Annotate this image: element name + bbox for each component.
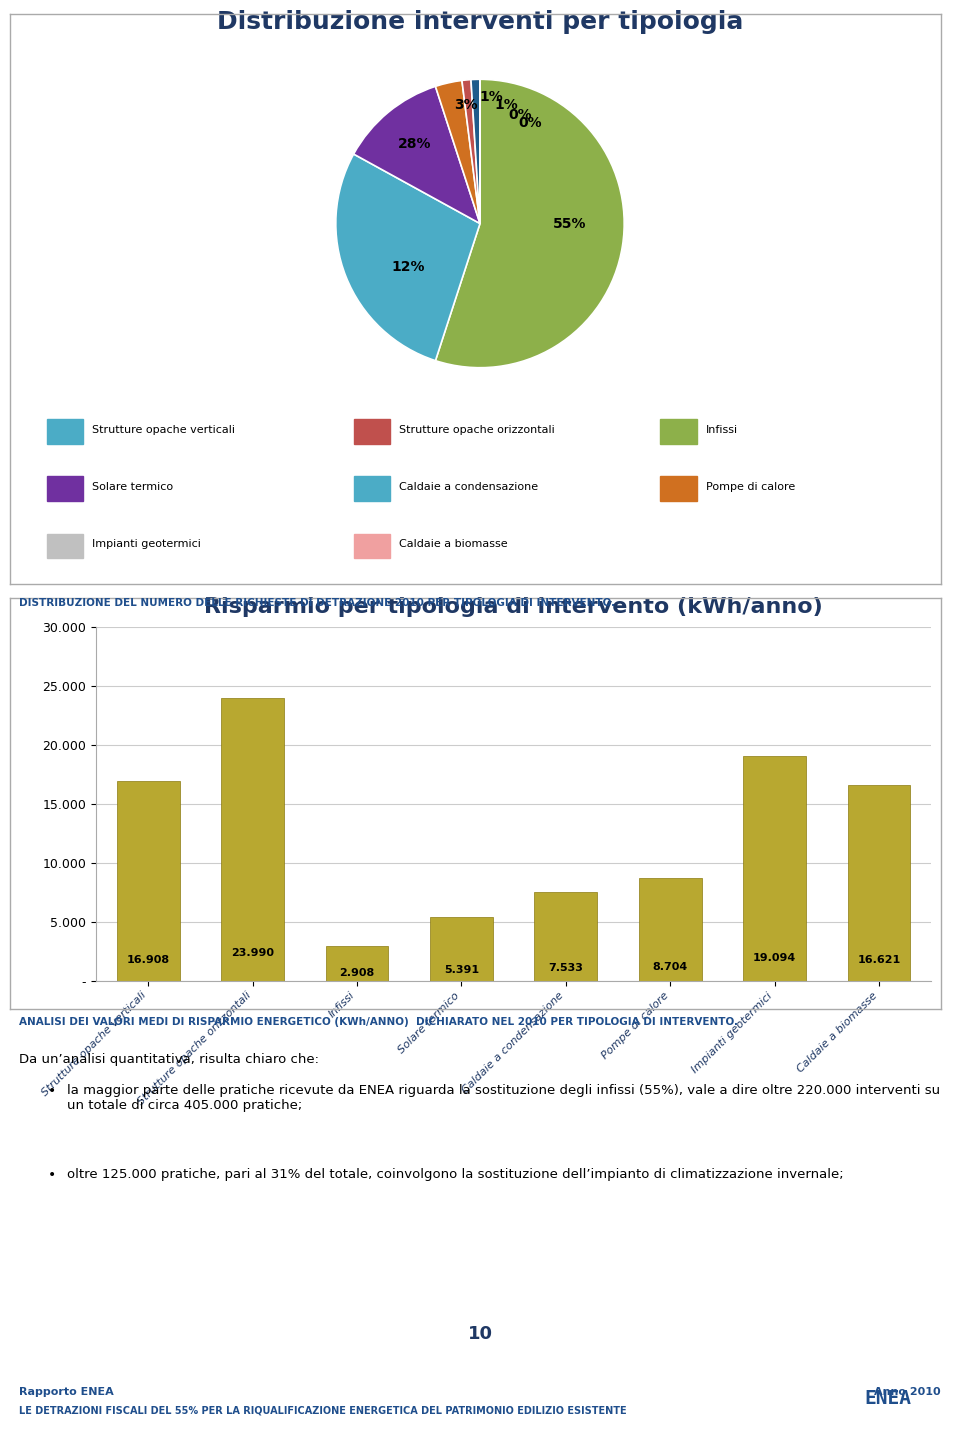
Bar [47, 476, 83, 500]
Text: 7.533: 7.533 [548, 963, 584, 973]
Bar [848, 784, 910, 981]
Text: Strutture opache orizzontali: Strutture opache orizzontali [398, 425, 555, 434]
Text: Strutture opache verticali: Strutture opache verticali [92, 425, 235, 434]
Wedge shape [336, 154, 480, 360]
Text: Impianti geotermici: Impianti geotermici [92, 539, 201, 549]
Bar [117, 782, 180, 981]
Text: Anno 2010: Anno 2010 [875, 1387, 941, 1397]
Text: 28%: 28% [398, 137, 432, 151]
Wedge shape [436, 81, 480, 224]
Text: ENEA: ENEA [865, 1389, 911, 1407]
Text: •: • [48, 1168, 57, 1182]
Wedge shape [436, 79, 624, 368]
Text: 55%: 55% [553, 216, 587, 231]
Text: ANALISI DEI VALORI MEDI DI RISPARMIO ENERGETICO (KWh/ANNO)  DICHIARATO NEL 2010 : ANALISI DEI VALORI MEDI DI RISPARMIO ENE… [19, 1017, 738, 1027]
Text: LE DETRAZIONI FISCALI DEL 55% PER LA RIQUALIFICAZIONE ENERGETICA DEL PATRIMONIO : LE DETRAZIONI FISCALI DEL 55% PER LA RIQ… [19, 1406, 627, 1416]
Wedge shape [353, 87, 480, 224]
Bar [47, 420, 83, 444]
Text: •: • [48, 1084, 57, 1099]
Bar [353, 534, 390, 558]
Text: 2.908: 2.908 [340, 968, 374, 978]
Text: Pompe di calore: Pompe di calore [706, 482, 795, 492]
Text: 19.094: 19.094 [753, 953, 796, 963]
Text: 8.704: 8.704 [653, 962, 687, 972]
Text: Rapporto ENEA: Rapporto ENEA [19, 1387, 114, 1397]
Text: Solare termico: Solare termico [92, 482, 173, 492]
Text: 0%: 0% [509, 108, 532, 123]
Bar [660, 476, 697, 500]
Text: 23.990: 23.990 [231, 947, 275, 957]
Text: Caldaie a condensazione: Caldaie a condensazione [398, 482, 538, 492]
Bar [660, 420, 697, 444]
Text: 1%: 1% [480, 89, 503, 104]
Text: Infissi: Infissi [706, 425, 737, 434]
Bar [353, 476, 390, 500]
Text: 5.391: 5.391 [444, 966, 479, 975]
Title: Distribuzione interventi per tipologia: Distribuzione interventi per tipologia [217, 10, 743, 35]
Bar [353, 420, 390, 444]
Text: 10: 10 [468, 1325, 492, 1343]
Wedge shape [471, 79, 480, 224]
Text: la maggior parte delle pratiche ricevute da ENEA riguarda la sostituzione degli : la maggior parte delle pratiche ricevute… [67, 1084, 941, 1112]
Text: oltre 125.000 pratiche, pari al 31% del totale, coinvolgono la sostituzione dell: oltre 125.000 pratiche, pari al 31% del … [67, 1168, 844, 1181]
Text: 16.621: 16.621 [857, 955, 900, 965]
Wedge shape [462, 79, 480, 224]
Text: DISTRIBUZIONE DEL NUMERO DELLE RICHIESTE DI DETRAZIONE 2010 PER TIPOLOGIA DI INT: DISTRIBUZIONE DEL NUMERO DELLE RICHIESTE… [19, 598, 615, 609]
Bar [325, 946, 388, 981]
Text: 1%: 1% [494, 98, 517, 112]
Bar [221, 698, 284, 981]
Bar [743, 756, 805, 981]
Text: Caldaie a biomasse: Caldaie a biomasse [398, 539, 508, 549]
Bar [430, 917, 492, 981]
Bar [535, 891, 597, 981]
Bar [639, 878, 702, 981]
Text: 12%: 12% [391, 260, 424, 274]
Text: 0%: 0% [518, 115, 542, 130]
Bar [47, 534, 83, 558]
Title: Risparmio per tipologia di intervento (kWh/anno): Risparmio per tipologia di intervento (k… [204, 597, 823, 617]
Text: Da un’analisi quantitativa, risulta chiaro che:: Da un’analisi quantitativa, risulta chia… [19, 1053, 319, 1066]
Text: 3%: 3% [454, 98, 477, 112]
Text: 16.908: 16.908 [127, 955, 170, 965]
